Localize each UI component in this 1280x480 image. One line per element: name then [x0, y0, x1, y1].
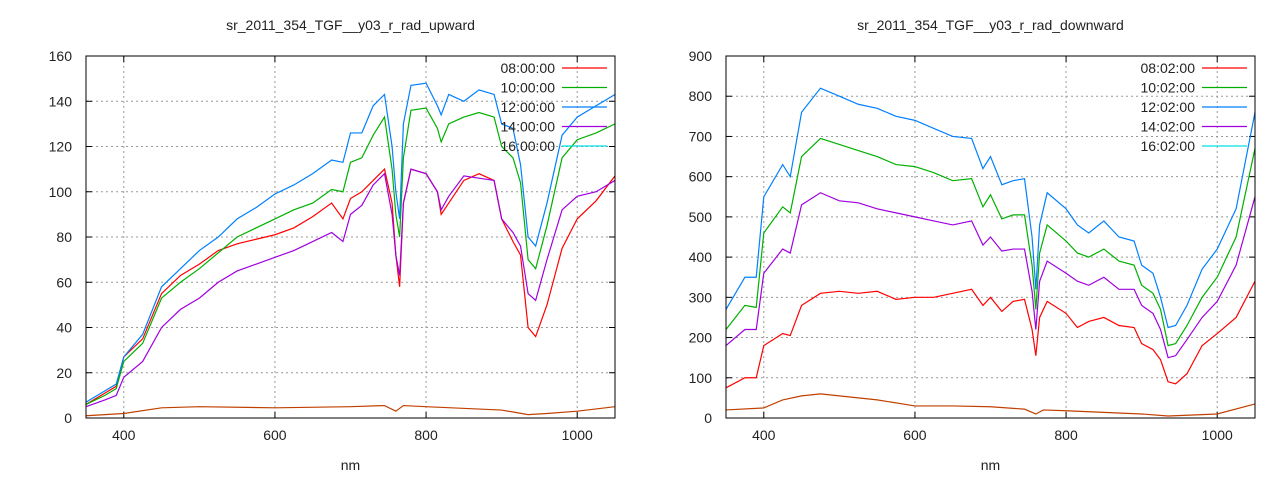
y-tick-label: 200 — [689, 330, 713, 346]
y-tick-label: 20 — [56, 365, 72, 381]
legend-label: 16:02:00 — [1141, 138, 1196, 154]
y-tick-label: 60 — [56, 274, 72, 290]
chart-title: sr_2011_354_TGF__y03_r_rad_downward — [857, 17, 1124, 33]
series-line-100200 — [725, 137, 1256, 347]
y-tick-label: 800 — [689, 88, 713, 104]
x-tick-label: 600 — [903, 427, 927, 443]
legend-label: 10:00:00 — [501, 80, 556, 96]
plot-frame — [725, 55, 1256, 419]
x-tick-label: 800 — [1054, 427, 1078, 443]
series-line-120200 — [725, 87, 1256, 329]
y-tick-label: 0 — [704, 410, 712, 426]
series-line-120000 — [85, 82, 616, 403]
chart-title: sr_2011_354_TGF__y03_r_rad_upward — [226, 17, 475, 33]
series-line-160200 — [725, 393, 1256, 417]
x-tick-label: 800 — [414, 427, 438, 443]
y-tick-label: 400 — [689, 249, 713, 265]
legend-label: 12:00:00 — [501, 99, 556, 115]
legend-label: 08:00:00 — [501, 60, 556, 76]
series-line-160000 — [85, 404, 616, 417]
y-tick-label: 700 — [689, 128, 713, 144]
x-tick-label: 600 — [263, 427, 287, 443]
legend-label: 12:02:00 — [1141, 99, 1196, 115]
y-tick-label: 0 — [64, 410, 72, 426]
x-axis-label: nm — [981, 457, 1000, 473]
series-line-080200 — [725, 280, 1256, 389]
y-tick-label: 900 — [689, 48, 713, 64]
x-tick-label: 400 — [112, 427, 136, 443]
y-tick-label: 100 — [689, 370, 713, 386]
plot-frame — [85, 55, 616, 419]
series-line-100000 — [85, 107, 616, 405]
legend-label: 14:00:00 — [501, 119, 556, 135]
y-tick-label: 80 — [56, 229, 72, 245]
y-tick-label: 120 — [49, 139, 73, 155]
y-tick-label: 160 — [49, 48, 73, 64]
series-line-140000 — [85, 168, 616, 408]
y-tick-label: 600 — [689, 169, 713, 185]
plot-downward: 400 600 800 1000 0 100 200 300 400 500 600 700 800 90… — [689, 17, 1256, 473]
y-tick-label: 40 — [56, 320, 72, 336]
x-axis-label: nm — [341, 457, 360, 473]
legend-label: 16:00:00 — [501, 138, 556, 154]
series-line-140200 — [725, 192, 1256, 359]
y-tick-label: 500 — [689, 209, 713, 225]
x-tick-label: 1000 — [562, 427, 593, 443]
legend-label: 10:02:00 — [1141, 80, 1196, 96]
y-tick-label: 300 — [689, 289, 713, 305]
x-tick-label: 400 — [752, 427, 776, 443]
x-tick-label: 1000 — [1202, 427, 1233, 443]
y-tick-label: 100 — [49, 184, 73, 200]
series-line-080000 — [85, 167, 616, 405]
legend-label: 14:02:00 — [1141, 119, 1196, 135]
plot-upward: 400 600 800 1000 0 20 40 60 80 100 120 140 160 08:00:… — [49, 17, 616, 473]
y-tick-label: 140 — [49, 93, 73, 109]
legend-label: 08:02:00 — [1141, 60, 1196, 76]
